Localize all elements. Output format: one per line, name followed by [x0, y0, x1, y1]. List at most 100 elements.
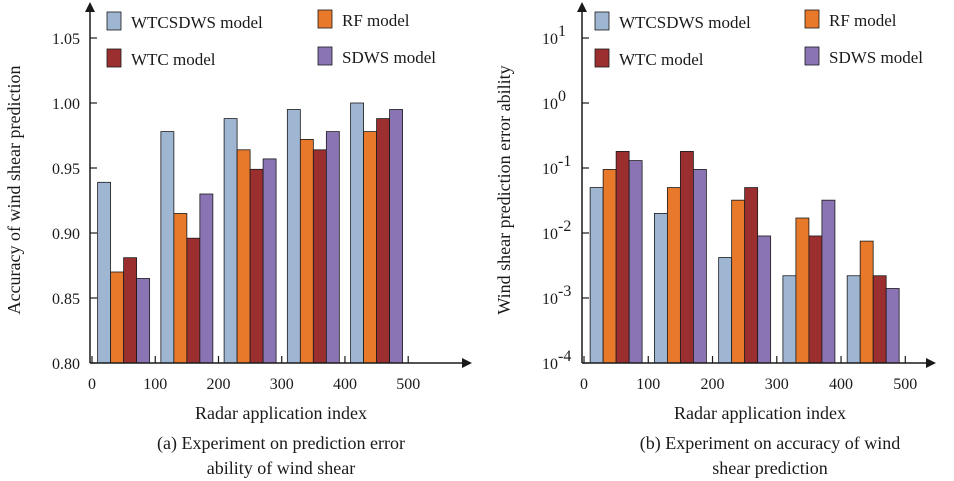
- bar-wtc-model-3: [312, 149, 327, 364]
- x-ticks-a: 0 100 200 300 400 500: [88, 356, 420, 393]
- x-tick-label: 300: [765, 376, 789, 393]
- x-tick-label: 100: [143, 376, 167, 393]
- bars-a: [97, 102, 403, 364]
- y-tick-label: 0.80: [52, 356, 80, 373]
- bar-wtcsdws-model-3: [286, 109, 301, 364]
- legend-label: RF model: [829, 11, 897, 30]
- y-axis-arrow-a: [85, 2, 95, 12]
- bar-wtcsdws-model-2: [718, 257, 733, 364]
- x-tick-label: 0: [88, 376, 96, 393]
- bar-wtc-model-0: [123, 257, 138, 364]
- bar-wtc-model-1: [186, 237, 201, 364]
- x-tick-label: 400: [333, 376, 357, 393]
- y-ticks-a: 0.80 0.85 0.90 0.95 1.00 1.05: [52, 31, 97, 373]
- bar-rf-model-3: [795, 217, 810, 364]
- legend-swatch: [804, 46, 820, 66]
- bar-sdws-model-0: [136, 278, 151, 364]
- bar-wtc-model-2: [249, 168, 264, 364]
- legend-label: WTC model: [131, 50, 216, 69]
- legend-swatch: [106, 11, 122, 31]
- x-axis-arrow-b: [926, 358, 936, 368]
- caption-b-line2: shear prediction: [712, 458, 827, 478]
- bar-rf-model-0: [110, 271, 125, 364]
- bar-sdws-model-2: [262, 158, 277, 364]
- bar-wtc-model-4: [872, 275, 887, 364]
- y-tick-exponent: -1: [558, 153, 571, 170]
- caption-b-line1: (b) Experiment on accuracy of wind: [640, 433, 900, 454]
- x-tick-label: 200: [206, 376, 230, 393]
- y-axis-arrow-b: [577, 2, 587, 12]
- bar-rf-model-0: [602, 169, 617, 364]
- x-axis-arrow-a: [462, 358, 472, 368]
- bar-rf-model-4: [363, 131, 377, 364]
- bar-sdws-model-4: [389, 109, 403, 364]
- bar-rf-model-2: [236, 149, 251, 364]
- x-tick-label: 500: [396, 376, 420, 393]
- bars-b: [589, 151, 900, 364]
- x-tick-label: 0: [580, 376, 588, 393]
- caption-a-line2: ability of wind shear: [207, 458, 355, 478]
- bar-sdws-model-2: [757, 235, 772, 364]
- x-axis-label-b: Radar application index: [674, 403, 846, 423]
- y-tick-exponent: -2: [558, 218, 571, 235]
- bar-wtc-model-0: [615, 151, 630, 364]
- y-tick-label: 0.95: [52, 161, 80, 178]
- legend-a: WTCSDWS model RF model WTC model SDWS model: [106, 9, 436, 69]
- bar-sdws-model-0: [628, 160, 643, 364]
- panel-a: 0 100 200 300 400 500 0.80 0.85 0.90 0.95 1.00 1.0…: [4, 2, 472, 478]
- x-tick-label: 500: [893, 376, 917, 393]
- y-axis-label-a: Accuracy of wind shear prediction: [4, 66, 24, 315]
- bar-wtcsdws-model-3: [782, 275, 797, 364]
- legend-swatch: [594, 48, 610, 68]
- y-tick-label: 10: [542, 96, 558, 113]
- y-tick-label: 10: [542, 226, 558, 243]
- bar-rf-model-2: [731, 199, 746, 364]
- legend-swatch: [804, 9, 820, 29]
- bar-wtcsdws-model-0: [97, 181, 112, 364]
- x-tick-label: 300: [270, 376, 294, 393]
- bar-wtcsdws-model-2: [223, 118, 238, 364]
- bar-wtc-model-3: [808, 235, 823, 364]
- legend-label: WTCSDWS model: [619, 13, 751, 32]
- legend-swatch: [106, 48, 122, 68]
- y-axis-label-b: Wind shear prediction error ability: [494, 65, 514, 314]
- x-tick-label: 400: [829, 376, 853, 393]
- y-tick-label: 1.00: [52, 96, 80, 113]
- bar-sdws-model-1: [692, 169, 707, 364]
- y-tick-label: 10: [542, 161, 558, 178]
- legend-label: WTC model: [619, 50, 704, 69]
- bar-wtc-model-2: [744, 187, 759, 364]
- legend-label: SDWS model: [342, 48, 436, 67]
- x-tick-label: 200: [701, 376, 725, 393]
- bar-rf-model-3: [299, 138, 314, 364]
- y-tick-label: 0.85: [52, 291, 80, 308]
- x-axis-label-a: Radar application index: [195, 403, 367, 423]
- y-tick-exponent: 1: [558, 23, 566, 40]
- x-ticks-b: 0 100 200 300 400 500: [580, 356, 917, 393]
- legend-label: RF model: [342, 11, 410, 30]
- y-tick-label: 10: [542, 356, 558, 373]
- bar-sdws-model-3: [325, 131, 340, 364]
- y-tick-label: 10: [542, 291, 558, 308]
- y-tick-exponent: -3: [558, 283, 571, 300]
- y-tick-label: 0.90: [52, 226, 80, 243]
- legend-swatch: [594, 11, 610, 31]
- legend-label: WTCSDWS model: [131, 13, 263, 32]
- x-tick-label: 100: [636, 376, 660, 393]
- bar-wtcsdws-model-4: [846, 275, 861, 364]
- bar-wtc-model-4: [376, 118, 390, 364]
- y-tick-label: 1.05: [52, 31, 80, 48]
- legend-b: WTCSDWS model RF model WTC model SDWS model: [594, 9, 923, 69]
- bar-wtcsdws-model-0: [589, 187, 604, 364]
- bar-rf-model-4: [859, 240, 874, 364]
- legend-swatch: [317, 46, 333, 66]
- bar-wtcsdws-model-4: [350, 102, 364, 364]
- bar-wtcsdws-model-1: [160, 131, 175, 364]
- bar-rf-model-1: [666, 187, 681, 364]
- bar-sdws-model-3: [821, 199, 836, 364]
- bar-sdws-model-1: [199, 193, 214, 364]
- legend-label: SDWS model: [829, 48, 923, 67]
